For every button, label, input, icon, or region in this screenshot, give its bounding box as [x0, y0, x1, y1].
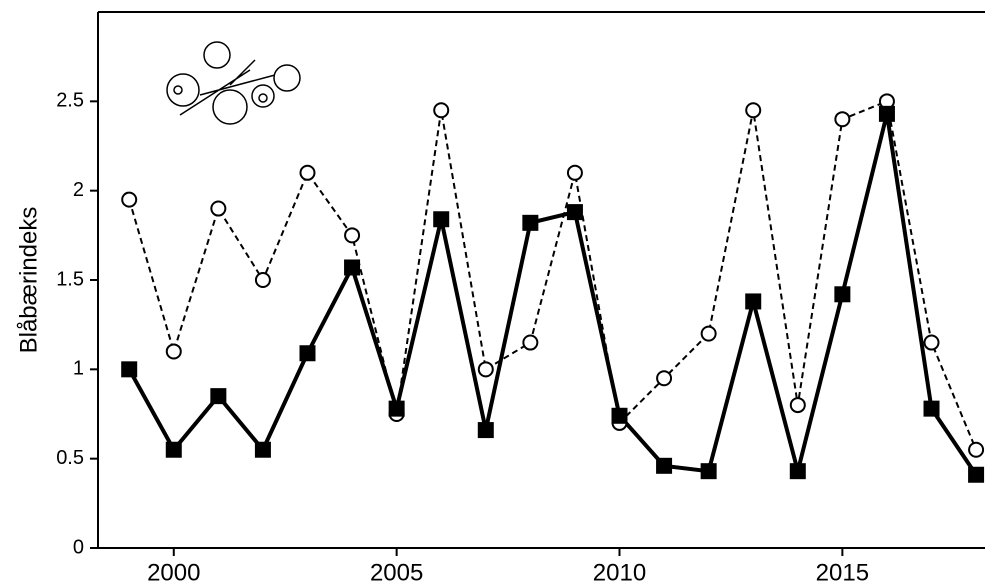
data-point: [923, 400, 940, 417]
x-tick-label: 2010: [593, 559, 646, 586]
data-point: [789, 397, 806, 414]
data-point: [566, 164, 583, 181]
data-point: [923, 334, 940, 351]
x-tick-label: 2000: [147, 559, 200, 586]
data-point: [299, 345, 316, 362]
data-point: [344, 259, 361, 276]
data-point: [388, 400, 405, 417]
data-point: [433, 211, 450, 228]
data-point: [254, 441, 271, 458]
data-point: [344, 227, 361, 244]
berry-illustration: [166, 41, 301, 125]
data-point: [477, 361, 494, 378]
data-point: [254, 272, 271, 288]
data-point: [656, 457, 673, 474]
data-point: [433, 102, 450, 119]
y-tick-label: 0.5: [56, 447, 84, 469]
y-tick-label: 0: [73, 536, 84, 558]
y-tick-label: 1: [73, 358, 84, 380]
data-point: [745, 293, 762, 310]
data-point: [210, 388, 227, 405]
x-tick-label: 2005: [370, 559, 423, 586]
data-point: [299, 164, 316, 181]
series-line: [127, 113, 978, 476]
data-point: [789, 463, 806, 480]
data-point: [522, 334, 539, 351]
y-tick-label: 1.5: [56, 268, 84, 290]
data-point: [968, 441, 985, 458]
data-point: [700, 463, 717, 480]
data-point: [834, 111, 851, 128]
series-line: [128, 99, 978, 451]
data-point: [477, 422, 494, 439]
data-point: [165, 343, 182, 360]
data-point: [566, 204, 583, 221]
data-point: [121, 361, 138, 378]
data-point: [210, 200, 227, 217]
data-point: [611, 407, 628, 424]
data-point: [121, 191, 138, 208]
data-point: [968, 466, 985, 483]
x-tick-label: 2015: [816, 559, 869, 586]
data-point: [165, 441, 182, 458]
data-point: [745, 102, 762, 119]
y-tick-label: 2.5: [56, 90, 84, 112]
y-axis-label: Blåbærindeks: [15, 207, 42, 354]
data-point: [700, 325, 717, 342]
data-point: [522, 214, 539, 231]
data-point: [656, 370, 673, 387]
y-tick-label: 2: [73, 179, 84, 201]
data-point: [878, 105, 895, 122]
data-point: [834, 286, 851, 303]
